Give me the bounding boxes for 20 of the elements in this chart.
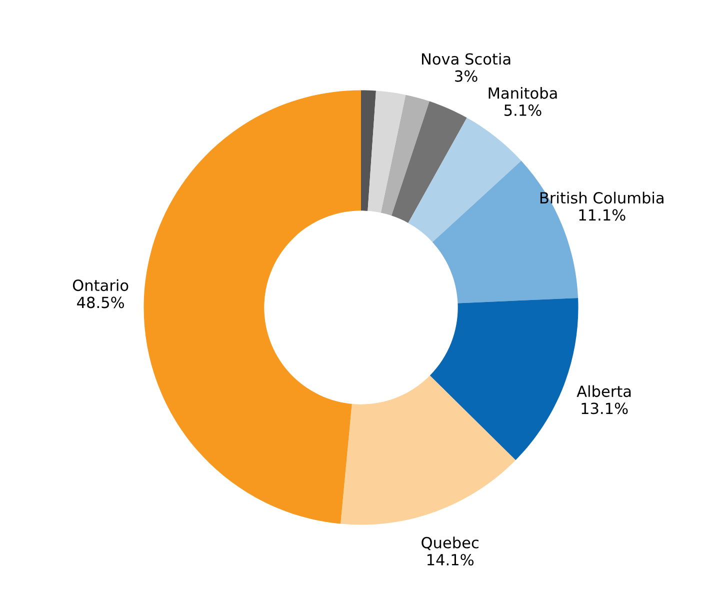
slice-label: Alberta bbox=[576, 385, 631, 398]
data-label: 48.5% bbox=[77, 296, 124, 308]
slice-label: British Columbia bbox=[540, 192, 664, 204]
data-label: 14.1% bbox=[428, 554, 474, 566]
donut-slice bbox=[144, 90, 361, 524]
donut-slice bbox=[408, 118, 522, 242]
slice-label: Nova Scotia bbox=[422, 52, 510, 65]
slice-label: Quebec bbox=[422, 536, 478, 550]
donut-slice bbox=[361, 90, 376, 211]
donut-slice bbox=[430, 298, 578, 460]
data-label: 13.1% bbox=[582, 402, 628, 414]
slice-label: Manitoba bbox=[488, 87, 557, 99]
data-label: 11.1% bbox=[579, 209, 626, 221]
donut-slice bbox=[368, 90, 406, 213]
donut-slice bbox=[340, 376, 516, 525]
donut-slice bbox=[392, 101, 467, 223]
slice-label: Ontario bbox=[72, 279, 128, 292]
data-label: 5.1% bbox=[504, 104, 542, 116]
donut-slice bbox=[380, 94, 430, 216]
data-label: 3% bbox=[455, 70, 478, 82]
